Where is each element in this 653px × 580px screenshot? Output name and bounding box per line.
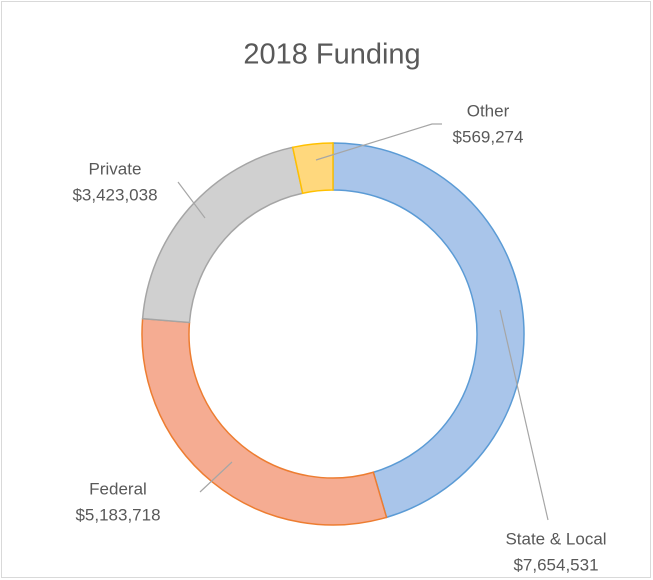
data-label-value: $569,274 [453,127,524,146]
leader-line [499,309,549,521]
data-label-value: $7,654,531 [513,555,598,574]
leader-line [199,461,233,493]
data-label-name: Private [89,159,142,178]
doughnut-segment [332,142,525,519]
data-label-value: $3,423,038 [72,185,157,204]
leader-line [315,123,442,161]
data-label-name: Federal [89,479,147,498]
doughnut-segment [141,317,388,526]
data-label-name: State & Local [505,529,606,548]
data-label-name: Other [467,101,510,120]
leader-line [177,181,206,219]
chart-title: 2018 Funding [243,39,420,71]
doughnut-segment [291,142,334,195]
data-label-value: $5,183,718 [75,505,160,524]
